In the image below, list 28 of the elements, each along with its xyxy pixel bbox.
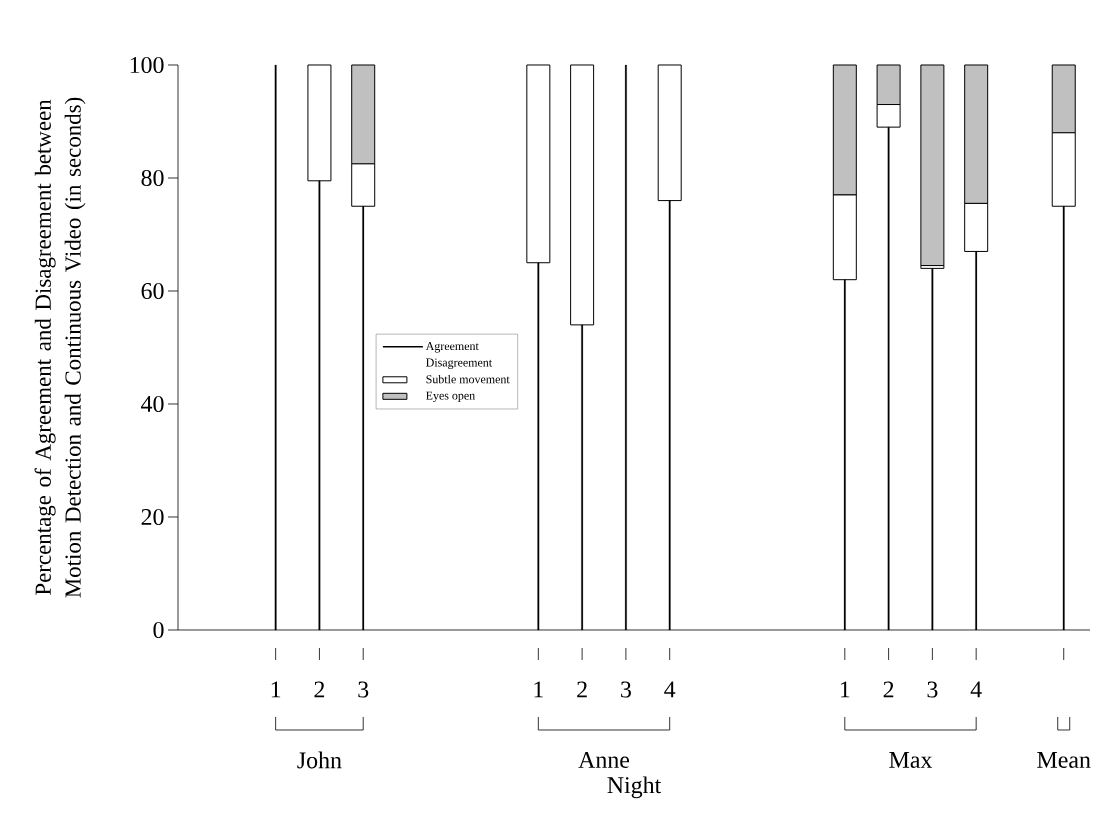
legend-label: Eyes open <box>426 391 475 403</box>
x-tick-label: 2 <box>314 681 325 698</box>
y-tick-label: 60 <box>141 282 164 300</box>
text: John <box>297 751 342 769</box>
x-tick-label: 1 <box>271 681 281 698</box>
x-tick-label: 3 <box>621 681 631 698</box>
bar <box>920 64 945 267</box>
x-tick-label: 2 <box>577 681 587 698</box>
text: Mean <box>1037 752 1091 768</box>
y-axis-title: Percentage of Agreement and Disagreement between Motion Detection and Continuous Video (in seconds) <box>34 97 86 598</box>
x-tick-label: 1 <box>840 681 850 698</box>
x-tick-label: 3 <box>927 681 938 698</box>
x-tick-label: 3 <box>358 681 369 698</box>
x-tick-label: 4 <box>664 681 676 698</box>
x-tick-label: 4 <box>970 681 982 698</box>
y-tick-label: 100 <box>130 56 164 74</box>
y-tick-label: 40 <box>141 395 164 413</box>
y-tick-label: 0 <box>153 621 164 639</box>
text: Max <box>889 752 933 768</box>
x-axis-title: Night <box>607 776 662 799</box>
legend-title: Disagreement <box>426 358 493 369</box>
x-tick-label: 1 <box>534 681 543 698</box>
x-tick-label: 2 <box>883 681 894 698</box>
legend-label: Subtle movement <box>426 374 510 384</box>
y-tick-label: 20 <box>141 508 164 526</box>
legend-label: Agreement <box>425 342 479 353</box>
y-tick-label: 80 <box>141 169 164 187</box>
text: Anne <box>578 751 630 768</box>
